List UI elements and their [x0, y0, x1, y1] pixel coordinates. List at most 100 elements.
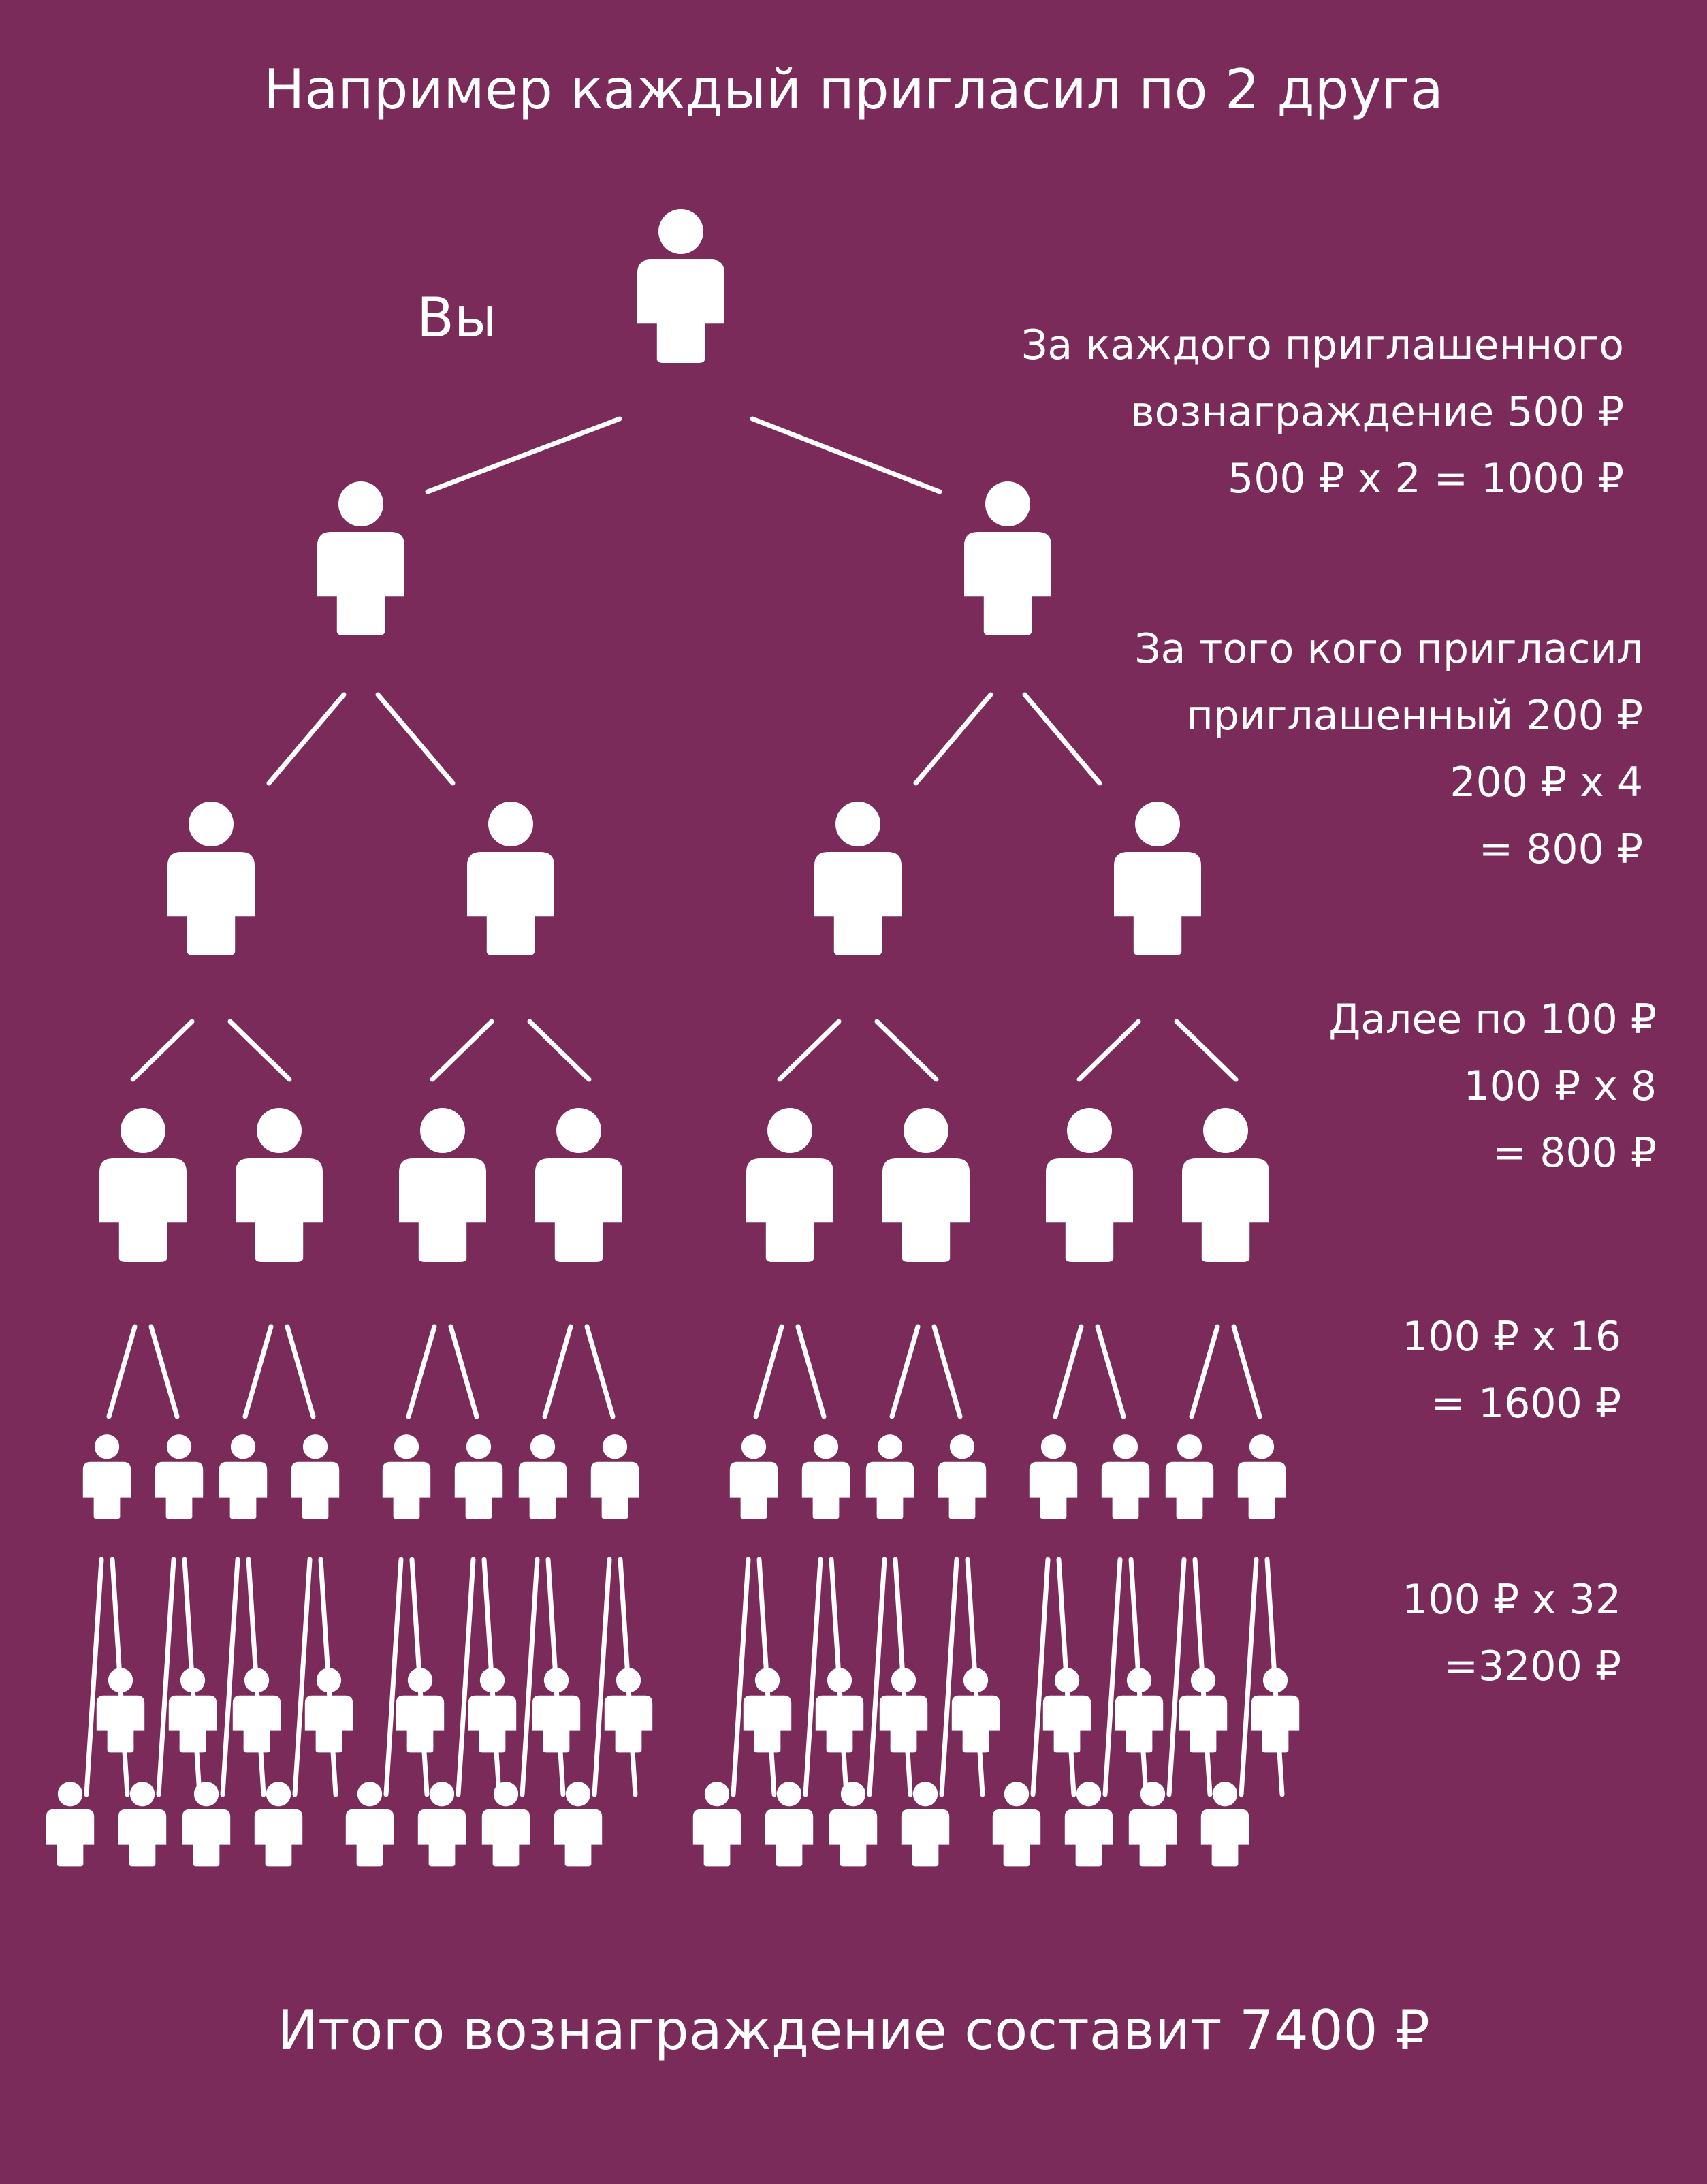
- connector-line: [1166, 1557, 1187, 1797]
- connector-line: [1239, 1557, 1259, 1797]
- note-line: За того кого пригласил: [1134, 625, 1643, 673]
- person-icon: [964, 481, 1051, 635]
- person-icon-small: [692, 1782, 741, 1867]
- note-line: приглашенный 200 ₽: [1186, 692, 1643, 740]
- person-icon: [535, 1108, 622, 1262]
- person-icon-small: [938, 1434, 987, 1519]
- person-icon-you: [637, 209, 724, 363]
- reward-note-level-1: За каждого приглашенного вознаграждение …: [1021, 312, 1624, 512]
- connector-line: [913, 692, 993, 786]
- person-icon: [882, 1108, 970, 1262]
- connector-line: [375, 692, 456, 786]
- person-icon-small: [1165, 1434, 1214, 1519]
- connector-line: [520, 1557, 540, 1797]
- person-icon-small: [96, 1668, 145, 1753]
- connector-line: [1095, 1324, 1126, 1419]
- connector-line: [227, 1019, 292, 1082]
- connector-line: [1231, 1324, 1262, 1419]
- person-icon: [167, 802, 255, 955]
- person-icon-small: [219, 1434, 268, 1519]
- connector-line: [931, 1324, 963, 1419]
- person-icon-small: [291, 1434, 340, 1519]
- person-icon: [746, 1108, 833, 1262]
- person-icon: [814, 802, 902, 955]
- note-line: 100 ₽ х 8: [1463, 1062, 1657, 1110]
- connector-line: [1102, 1557, 1123, 1797]
- person-icon-small: [1064, 1782, 1113, 1867]
- connector-line: [542, 1324, 573, 1419]
- connector-line: [584, 1324, 616, 1419]
- person-icon-small: [951, 1668, 1000, 1753]
- person-icon-small: [1029, 1434, 1078, 1519]
- connector-line: [266, 692, 347, 786]
- person-icon-small: [118, 1782, 167, 1867]
- person-icon-small: [1101, 1434, 1150, 1519]
- connector-line: [285, 1324, 316, 1419]
- person-icon-small: [454, 1434, 503, 1519]
- connector-line: [156, 1557, 176, 1797]
- person-icon-small: [1042, 1668, 1091, 1753]
- connector-line: [592, 1557, 612, 1797]
- page-title: Например каждый пригласил по 2 друга: [264, 58, 1443, 121]
- person-icon-small: [532, 1668, 581, 1753]
- person-icon-small: [481, 1782, 530, 1867]
- connector-line: [406, 1324, 437, 1419]
- note-line: = 1600 ₽: [1431, 1380, 1621, 1427]
- connector-line: [527, 1019, 592, 1082]
- connector-line: [1174, 1019, 1239, 1082]
- connector-line: [939, 1557, 959, 1797]
- reward-note-level-2: За того кого пригласил приглашенный 200 …: [1134, 616, 1643, 883]
- note-line: 200 ₽ х 4: [1450, 759, 1643, 806]
- connector-line: [867, 1557, 887, 1797]
- connector-line: [1189, 1324, 1220, 1419]
- reward-note-level-5: 100 ₽ х 32 =3200 ₽: [1402, 1566, 1621, 1700]
- person-icon-small: [992, 1782, 1041, 1867]
- person-icon: [467, 802, 554, 955]
- person-icon-small: [1237, 1434, 1286, 1519]
- person-icon-small: [765, 1782, 814, 1867]
- connector-line: [425, 416, 622, 494]
- connector-line: [1053, 1324, 1084, 1419]
- connector-line: [220, 1557, 240, 1797]
- person-icon-small: [518, 1434, 567, 1519]
- connector-line: [1076, 1019, 1141, 1082]
- person-icon-small: [590, 1434, 639, 1519]
- person-icon-small: [801, 1434, 850, 1519]
- person-icon: [99, 1108, 187, 1262]
- person-icon-small: [382, 1434, 431, 1519]
- person-icon: [236, 1108, 323, 1262]
- note-line: = 800 ₽: [1492, 1129, 1657, 1177]
- person-icon: [317, 481, 404, 635]
- connector-line: [753, 1324, 784, 1419]
- note-line: 500 ₽ х 2 = 1000 ₽: [1228, 455, 1624, 503]
- person-icon-small: [865, 1434, 914, 1519]
- person-icon-small: [168, 1668, 217, 1753]
- person-icon-small: [396, 1668, 445, 1753]
- connector-line: [448, 1324, 479, 1419]
- person-icon-small: [743, 1668, 792, 1753]
- connector-line: [803, 1557, 823, 1797]
- person-icon-small: [182, 1782, 231, 1867]
- connector-line: [731, 1557, 751, 1797]
- person-icon-small: [1200, 1782, 1249, 1867]
- person-icon-small: [155, 1434, 204, 1519]
- connector-line: [750, 416, 942, 494]
- person-icon-small: [554, 1782, 603, 1867]
- connector-line: [777, 1019, 842, 1082]
- connector-line: [292, 1557, 313, 1797]
- person-icon-small: [901, 1782, 950, 1867]
- person-icon-small: [82, 1434, 131, 1519]
- person-icon-small: [254, 1782, 303, 1867]
- reward-note-level-3: Далее по 100 ₽ 100 ₽ х 8 = 800 ₽: [1328, 986, 1657, 1186]
- connector-line: [1030, 1557, 1051, 1797]
- person-icon-small: [729, 1434, 778, 1519]
- connector-line: [383, 1557, 404, 1797]
- connector-line: [430, 1019, 494, 1082]
- person-icon: [1114, 802, 1201, 955]
- person-icon-small: [46, 1782, 95, 1867]
- note-line: =3200 ₽: [1443, 1643, 1621, 1690]
- connector-line: [242, 1324, 274, 1419]
- person-icon-small: [417, 1782, 466, 1867]
